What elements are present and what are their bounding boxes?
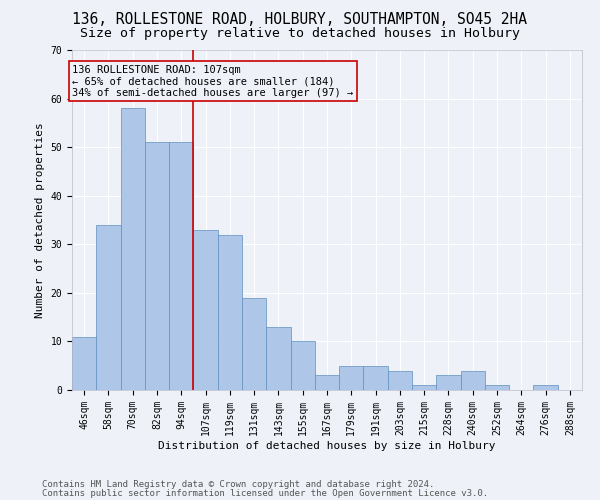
X-axis label: Distribution of detached houses by size in Holbury: Distribution of detached houses by size … [158, 440, 496, 450]
Bar [72, 336, 96, 390]
Bar [290, 342, 315, 390]
Text: Contains public sector information licensed under the Open Government Licence v3: Contains public sector information licen… [42, 489, 488, 498]
Bar [364, 366, 388, 390]
Bar [266, 327, 290, 390]
Bar [315, 376, 339, 390]
Bar [242, 298, 266, 390]
Bar [218, 234, 242, 390]
Bar [169, 142, 193, 390]
Bar [412, 385, 436, 390]
Bar [339, 366, 364, 390]
Bar [121, 108, 145, 390]
Text: Contains HM Land Registry data © Crown copyright and database right 2024.: Contains HM Land Registry data © Crown c… [42, 480, 434, 489]
Bar [485, 385, 509, 390]
Bar [193, 230, 218, 390]
Bar [533, 385, 558, 390]
Text: 136 ROLLESTONE ROAD: 107sqm
← 65% of detached houses are smaller (184)
34% of se: 136 ROLLESTONE ROAD: 107sqm ← 65% of det… [73, 64, 354, 98]
Bar [461, 370, 485, 390]
Text: Size of property relative to detached houses in Holbury: Size of property relative to detached ho… [80, 28, 520, 40]
Bar [436, 376, 461, 390]
Bar [388, 370, 412, 390]
Bar [145, 142, 169, 390]
Bar [96, 225, 121, 390]
Text: 136, ROLLESTONE ROAD, HOLBURY, SOUTHAMPTON, SO45 2HA: 136, ROLLESTONE ROAD, HOLBURY, SOUTHAMPT… [73, 12, 527, 28]
Y-axis label: Number of detached properties: Number of detached properties [35, 122, 45, 318]
